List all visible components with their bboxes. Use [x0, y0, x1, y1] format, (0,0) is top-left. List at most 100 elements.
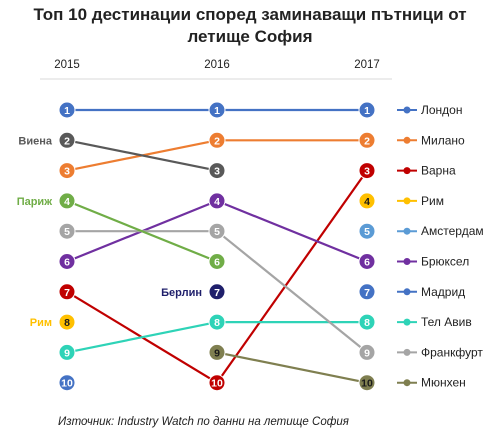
rank-label-1-2015: 3	[64, 166, 70, 178]
rank-label-3-2017: 4	[364, 196, 370, 208]
chart-title-line-1: Топ 10 дестинации според заминаващи пътн…	[33, 5, 467, 24]
rank-label-7-2016: 8	[214, 317, 220, 329]
legend-dot-4	[403, 227, 411, 235]
line-7-0	[66, 321, 218, 354]
side-label-2: Рим	[30, 317, 52, 329]
rank-label-0-2016: 1	[214, 105, 220, 117]
side-label-1: Париж	[17, 196, 53, 208]
legend-dot-5	[403, 258, 411, 265]
year-label-2017: 2017	[354, 59, 380, 71]
side-label-3: Берлин	[161, 287, 202, 299]
chart-title-line-2: летище София	[187, 27, 313, 46]
line-11-0	[66, 199, 218, 263]
marker-9-2017	[358, 374, 376, 392]
rank-label-6-2017: 7	[364, 287, 370, 299]
legend-label-0: Лондон	[421, 103, 462, 117]
legend-label-1: Милано	[421, 133, 465, 147]
marker-6-2017	[358, 283, 376, 301]
marker-2-2016	[208, 374, 226, 392]
rank-label-7-2015: 9	[64, 347, 70, 359]
legend-dot-6	[403, 288, 411, 296]
marker-5-2017	[358, 253, 376, 270]
marker-5-2015	[58, 253, 76, 270]
legend-dot-7	[403, 318, 411, 326]
marker-11-2016	[208, 253, 226, 270]
legend-label-7: Тел Авив	[421, 315, 472, 329]
marker-3-2017	[358, 192, 376, 210]
rank-label-0-2015: 1	[64, 105, 70, 117]
marker-8-2017	[358, 343, 376, 361]
legend-label-5: Брюксел	[421, 255, 469, 269]
marker-2-2015	[58, 283, 76, 301]
rank-label-10-2016: 3	[214, 166, 220, 178]
rank-label-1-2016: 2	[214, 135, 220, 147]
rank-label-8-2016: 5	[214, 226, 220, 238]
legend-label-4: Амстердам	[421, 224, 484, 238]
legend-label-6: Мадрид	[421, 285, 465, 299]
line-2-1	[216, 169, 368, 384]
rank-label-11-2016: 6	[214, 257, 220, 269]
rank-label-5-2015: 6	[64, 257, 70, 269]
line-5-1	[216, 199, 368, 263]
marker-0-2015	[58, 101, 76, 119]
marker-4-2017	[358, 222, 376, 240]
rank-label-7-2017: 8	[364, 317, 370, 329]
rank-label-4-2017: 5	[364, 226, 370, 238]
rank-label-9-2017: 10	[361, 378, 373, 390]
marker-7-2016	[208, 313, 226, 331]
marker-10-2016	[208, 162, 226, 180]
legend-dot-2	[403, 167, 411, 175]
rank-markers: 1 1 1 3 2 2 7 10 3 8 4 5 6 4 6 10 7 9 8 8 5 5 9 9 10 2 3 4 6 7	[58, 101, 376, 392]
chart-title: Топ 10 дестинации според заминаващи пътн…	[0, 4, 500, 48]
marker-12-2016	[208, 283, 226, 301]
rank-label-1-2017: 2	[364, 135, 370, 147]
legend-label-2: Варна	[421, 164, 456, 178]
rank-label-0-2017: 1	[364, 105, 370, 117]
legend-dot-0	[403, 106, 411, 114]
series-lines	[66, 108, 368, 384]
marker-6-2015	[58, 374, 76, 392]
rank-label-2-2016: 10	[211, 378, 223, 390]
marker-3-2015	[58, 313, 76, 331]
marker-0-2016	[208, 101, 226, 119]
legend-label-9: Мюнхен	[421, 376, 466, 390]
rank-label-12-2016: 7	[214, 287, 220, 299]
rank-label-8-2015: 5	[64, 226, 70, 238]
side-labels: Виена Париж Рим Берлин	[17, 135, 202, 329]
marker-1-2017	[358, 131, 376, 149]
line-8-1	[216, 230, 368, 354]
marker-9-2016	[208, 343, 226, 361]
marker-5-2016	[208, 192, 226, 210]
marker-2-2017	[358, 162, 376, 180]
legend-dot-9	[403, 379, 411, 387]
rank-label-10-2015: 2	[64, 135, 70, 147]
rank-label-6-2015: 10	[61, 378, 73, 390]
year-labels: 2015 2016 2017	[54, 59, 380, 71]
legend-label-8: Франкфурт	[421, 345, 483, 359]
marker-1-2016	[208, 131, 226, 149]
rank-label-11-2015: 4	[64, 196, 70, 208]
marker-7-2017	[358, 313, 376, 331]
line-10-0	[66, 139, 218, 172]
rank-label-9-2016: 9	[214, 347, 220, 359]
marker-7-2015	[58, 343, 76, 361]
rank-label-8-2017: 9	[364, 347, 370, 359]
legend-dot-3	[403, 197, 411, 205]
rank-label-5-2016: 4	[214, 196, 220, 208]
legend-label-3: Рим	[421, 194, 444, 208]
year-label-2016: 2016	[204, 59, 230, 71]
side-label-0: Виена	[18, 135, 52, 147]
source-note: Източник: Industry Watch по данни на лет…	[58, 416, 349, 428]
year-label-2015: 2015	[54, 59, 80, 71]
marker-10-2015	[58, 131, 76, 149]
rank-label-5-2017: 6	[364, 257, 370, 269]
legend-dot-8	[403, 348, 411, 356]
legend: Лондон Милано Варна Рим Амстердам Брюксел Мадр…	[397, 103, 484, 390]
rank-label-2-2015: 7	[64, 287, 70, 299]
line-9-1	[216, 351, 368, 384]
legend-dot-1	[403, 136, 411, 144]
marker-0-2017	[358, 101, 376, 119]
marker-8-2016	[208, 222, 226, 240]
rank-label-2-2017: 3	[364, 166, 370, 178]
